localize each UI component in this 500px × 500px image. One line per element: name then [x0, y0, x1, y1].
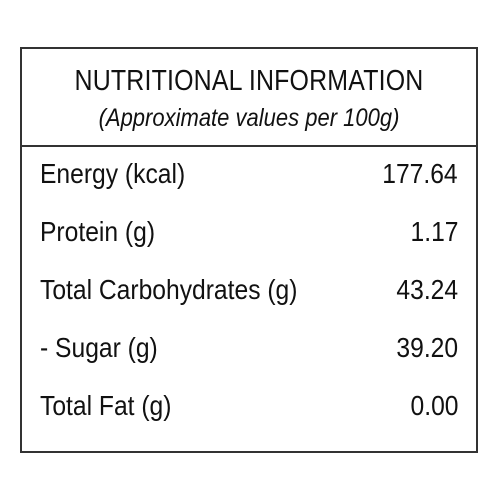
row-label: Total Fat (g) — [40, 390, 172, 421]
nutrition-table: Energy (kcal) 177.64 Protein (g) 1.17 To… — [22, 147, 476, 437]
row-label: - Sugar (g) — [40, 332, 158, 363]
row-label: Total Carbohydrates (g) — [40, 274, 298, 305]
table-row-protein: Protein (g) 1.17 — [22, 205, 476, 263]
nutrition-title: NUTRITIONAL INFORMATION — [74, 65, 424, 97]
row-label: Energy (kcal) — [40, 158, 186, 189]
row-value: 0.00 — [410, 390, 458, 421]
table-row-carbohydrates: Total Carbohydrates (g) 43.24 — [22, 263, 476, 321]
row-value: 177.64 — [382, 158, 458, 189]
table-row-energy: Energy (kcal) 177.64 — [22, 147, 476, 205]
table-row-fat: Total Fat (g) 0.00 — [22, 379, 476, 437]
row-value: 39.20 — [396, 332, 458, 363]
row-label: Protein (g) — [40, 216, 156, 247]
nutrition-subtitle: (Approximate values per 100g) — [98, 104, 400, 132]
nutrition-header: NUTRITIONAL INFORMATION (Approximate val… — [22, 49, 476, 147]
table-row-sugar: - Sugar (g) 39.20 — [22, 321, 476, 379]
row-value: 43.24 — [396, 274, 458, 305]
row-value: 1.17 — [410, 216, 458, 247]
nutrition-panel: NUTRITIONAL INFORMATION (Approximate val… — [20, 47, 478, 453]
